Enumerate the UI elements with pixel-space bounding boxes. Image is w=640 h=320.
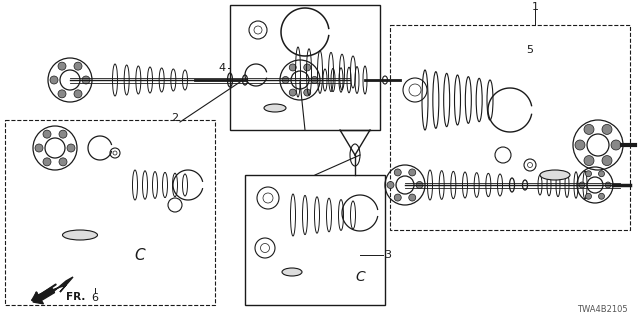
Circle shape: [58, 90, 66, 98]
Ellipse shape: [282, 268, 302, 276]
Text: 4: 4: [218, 63, 225, 73]
Ellipse shape: [540, 170, 570, 180]
Text: 6: 6: [92, 293, 99, 303]
Circle shape: [58, 62, 66, 70]
Text: FR.: FR.: [66, 292, 85, 302]
Text: C: C: [134, 247, 145, 262]
Circle shape: [59, 130, 67, 138]
Circle shape: [43, 158, 51, 166]
Circle shape: [575, 140, 585, 150]
Circle shape: [416, 181, 423, 188]
Circle shape: [282, 76, 289, 84]
Bar: [5, 120, 215, 305]
Text: 1: 1: [531, 2, 538, 12]
Circle shape: [602, 156, 612, 165]
Circle shape: [586, 193, 591, 199]
Bar: [390, 25, 630, 230]
Circle shape: [394, 194, 401, 201]
Text: TWA4B2105: TWA4B2105: [577, 305, 628, 314]
Text: C: C: [355, 270, 365, 284]
Circle shape: [598, 193, 605, 199]
Circle shape: [311, 76, 318, 84]
Circle shape: [586, 171, 591, 177]
Circle shape: [82, 76, 90, 84]
Text: 5: 5: [527, 45, 534, 55]
Circle shape: [35, 144, 43, 152]
Circle shape: [43, 130, 51, 138]
Circle shape: [602, 124, 612, 134]
Circle shape: [394, 169, 401, 176]
Circle shape: [387, 181, 394, 188]
Circle shape: [584, 124, 594, 134]
FancyArrow shape: [33, 287, 54, 304]
Circle shape: [74, 90, 82, 98]
Circle shape: [584, 156, 594, 165]
Circle shape: [67, 144, 75, 152]
Circle shape: [304, 89, 311, 96]
Bar: [245, 175, 385, 305]
Circle shape: [409, 169, 416, 176]
Circle shape: [50, 76, 58, 84]
Circle shape: [289, 89, 296, 96]
Ellipse shape: [264, 104, 286, 112]
Circle shape: [598, 171, 605, 177]
Bar: [230, 5, 380, 130]
Ellipse shape: [63, 230, 97, 240]
Circle shape: [605, 182, 611, 188]
Circle shape: [611, 140, 621, 150]
Circle shape: [409, 194, 416, 201]
Circle shape: [304, 64, 311, 71]
Text: 3: 3: [385, 250, 392, 260]
Text: 2: 2: [172, 113, 179, 123]
Circle shape: [289, 64, 296, 71]
Circle shape: [74, 62, 82, 70]
Circle shape: [59, 158, 67, 166]
Polygon shape: [38, 277, 73, 295]
Circle shape: [579, 182, 585, 188]
